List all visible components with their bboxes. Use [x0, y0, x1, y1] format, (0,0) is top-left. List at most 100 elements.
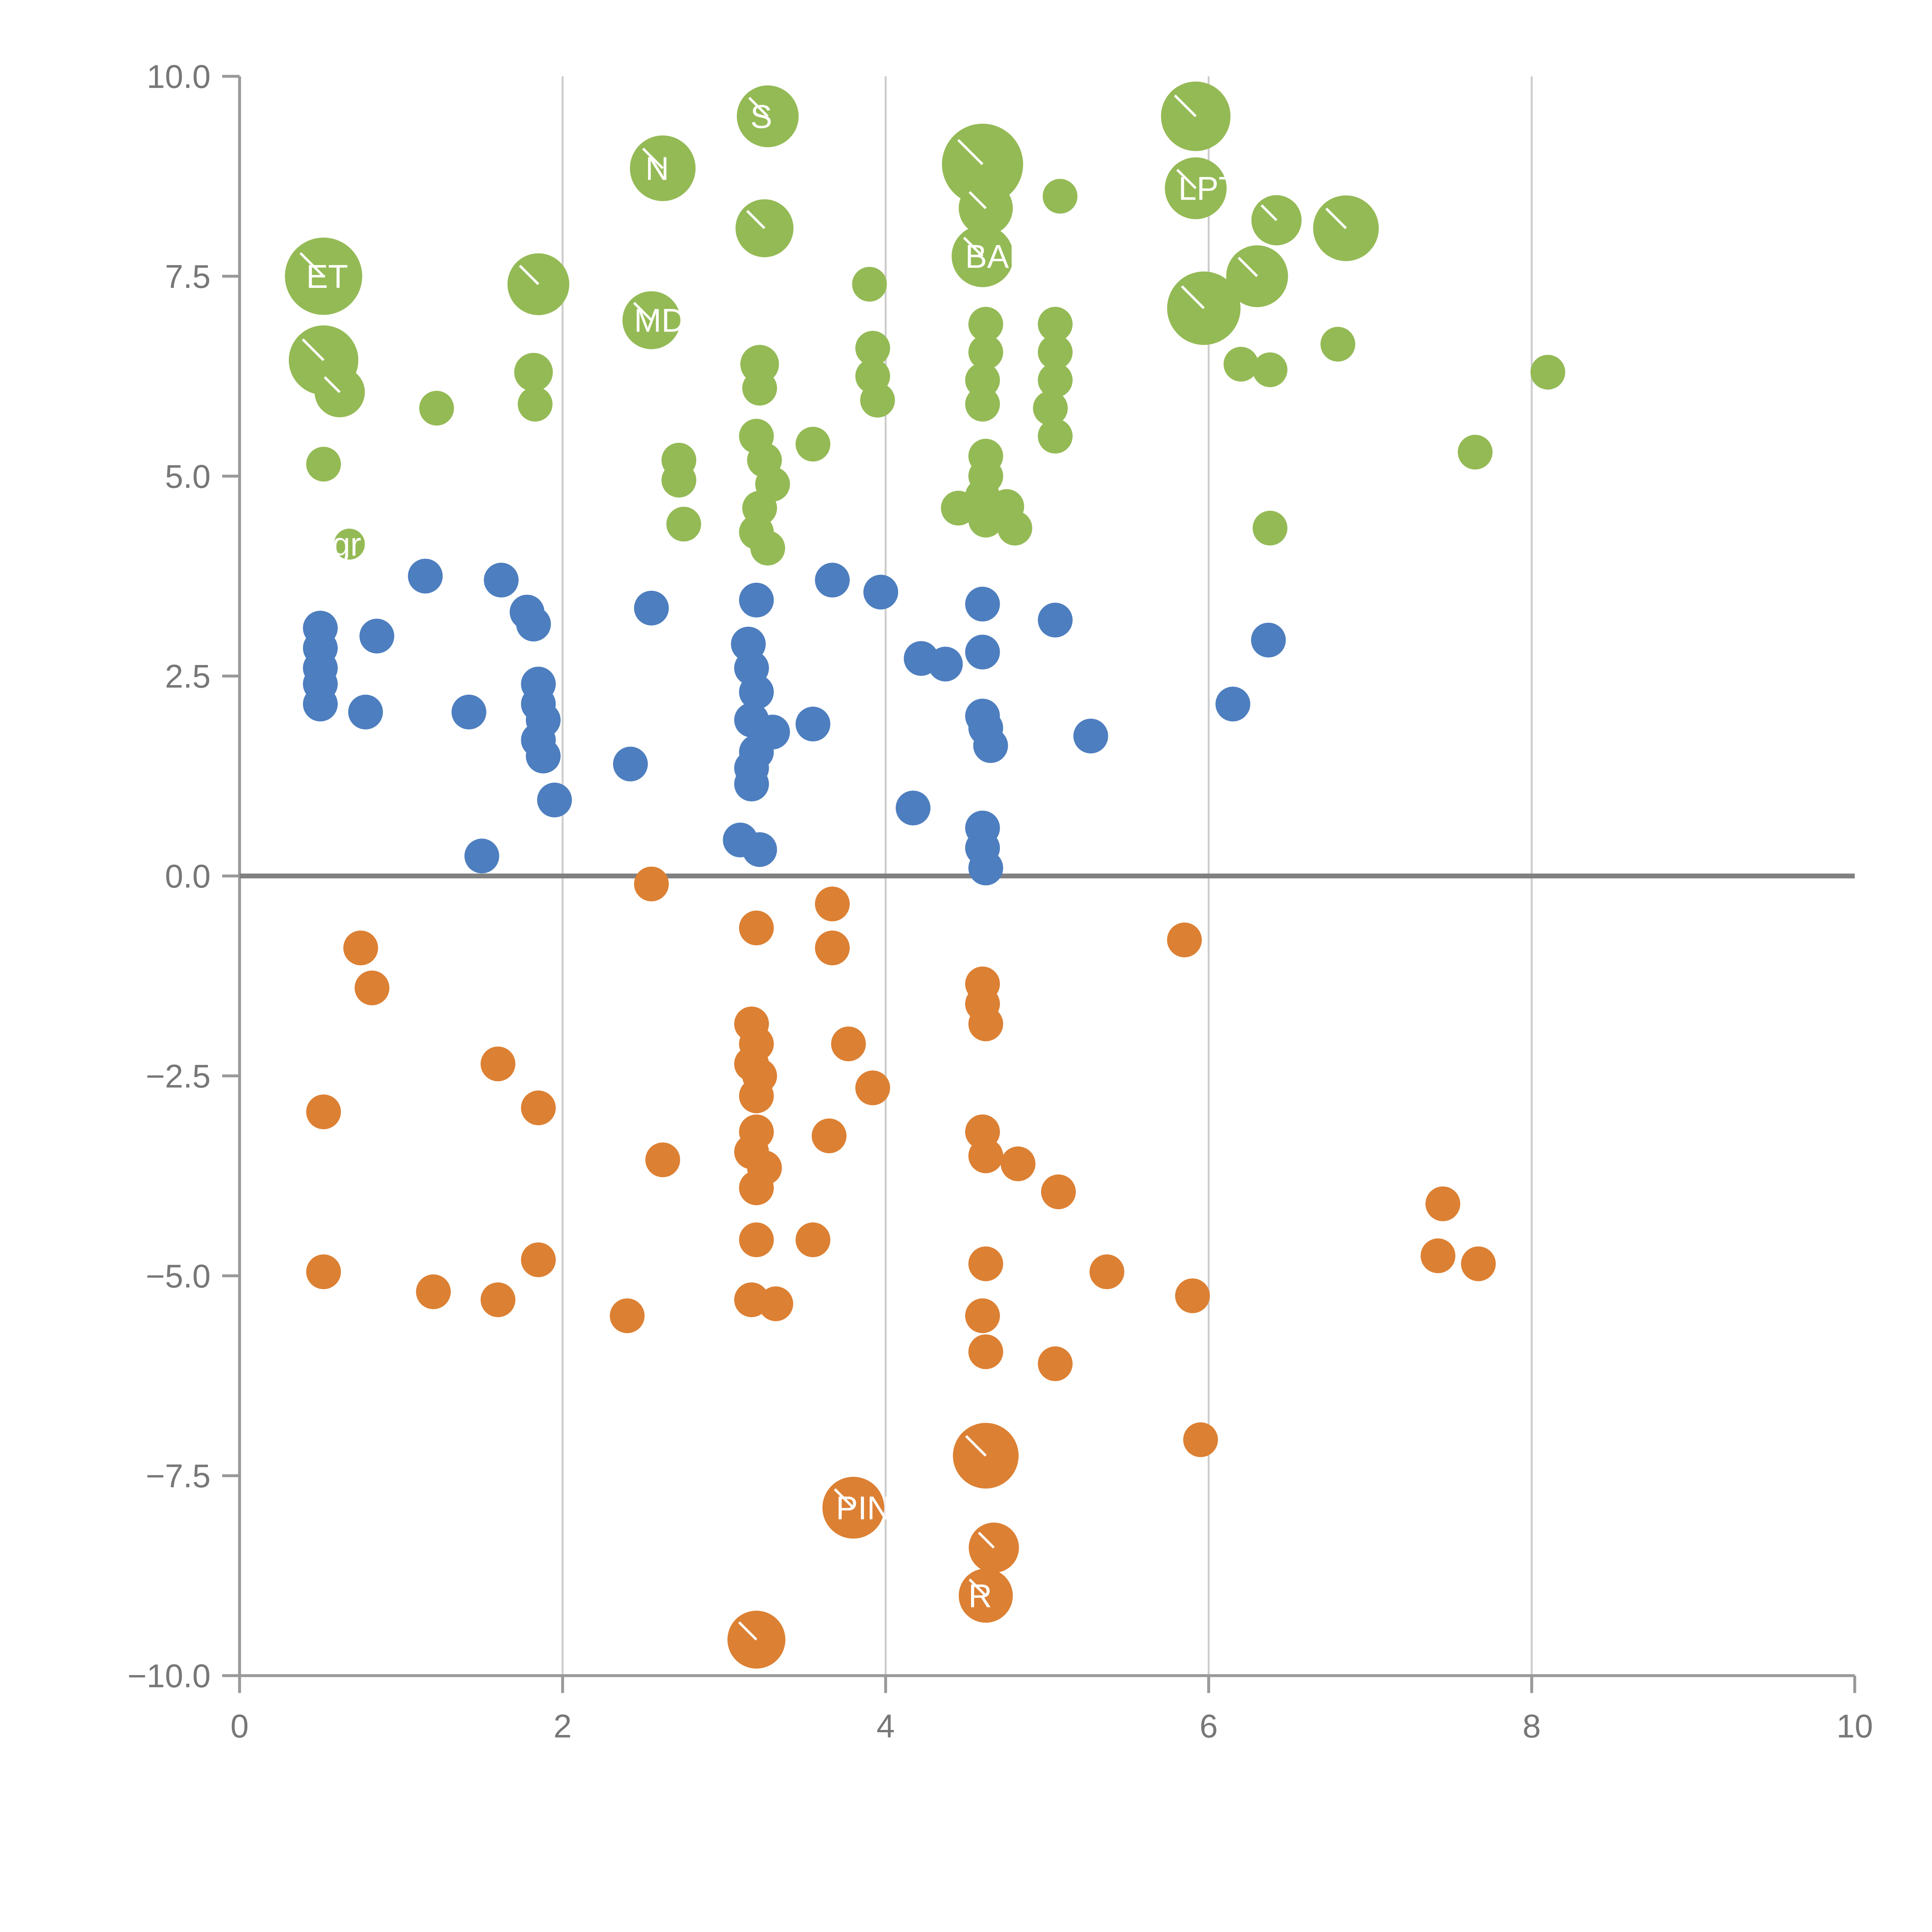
bubble-leader-line	[968, 1578, 987, 1597]
bubble-leader-line	[968, 191, 987, 209]
data-point	[480, 1282, 515, 1317]
data-point	[852, 267, 887, 302]
data-point	[896, 791, 931, 826]
data-point	[739, 1170, 774, 1206]
y-tick-label: 0.0	[165, 858, 211, 895]
data-point	[1530, 355, 1565, 390]
bubble-leader-line	[302, 338, 325, 361]
bubble-leader-line	[299, 252, 325, 277]
data-point	[1425, 1186, 1461, 1221]
y-tick-label: −2.5	[146, 1058, 211, 1095]
data-point	[1183, 1422, 1218, 1457]
data-point	[480, 1046, 515, 1082]
data-point	[408, 558, 443, 594]
bubble-leader-line	[642, 148, 664, 169]
bubble-leader-line	[834, 1488, 854, 1509]
data-point	[1073, 718, 1108, 753]
data-point	[815, 563, 850, 598]
data-point	[860, 383, 895, 418]
bubble-label: S	[750, 99, 772, 135]
bubble-leader-line	[965, 1435, 987, 1457]
data-point	[521, 1090, 556, 1126]
data-point	[613, 747, 648, 782]
bubble-leader-line	[748, 97, 769, 117]
data-point	[1215, 687, 1250, 722]
data-point	[965, 587, 1000, 622]
data-point	[739, 583, 774, 618]
data-point	[1175, 1278, 1210, 1313]
bubble-leader-line	[1238, 257, 1258, 277]
data-point	[306, 1254, 341, 1289]
data-point	[750, 531, 785, 566]
data-point	[1461, 1246, 1496, 1281]
data-point	[739, 675, 774, 710]
data-point	[1041, 1174, 1076, 1209]
data-point	[661, 463, 696, 498]
bubble-label: R	[968, 1578, 992, 1615]
data-point	[739, 910, 774, 946]
data-point	[941, 491, 976, 526]
data-point	[343, 930, 378, 966]
data-point	[815, 930, 850, 966]
y-tick-label: −10.0	[128, 1658, 211, 1695]
data-point	[1252, 352, 1287, 388]
data-point	[739, 1078, 774, 1114]
data-point	[795, 1222, 830, 1257]
y-tick-label: 7.5	[165, 259, 211, 295]
bubble-leader-line	[1174, 94, 1197, 117]
data-point	[1000, 1146, 1036, 1182]
data-point	[354, 970, 389, 1005]
data-point	[416, 1274, 451, 1310]
data-point	[1252, 510, 1287, 546]
data-point	[734, 767, 769, 802]
bubble-label: LPT	[1179, 170, 1239, 207]
bubble-label: ET	[306, 259, 348, 295]
data-point	[815, 886, 850, 922]
data-point	[739, 1222, 774, 1257]
data-point	[634, 866, 669, 901]
bubble-leader-line	[746, 210, 765, 230]
data-point	[419, 391, 454, 426]
bubble-leader-line	[738, 1621, 757, 1641]
data-point	[742, 371, 777, 406]
data-point	[451, 694, 486, 730]
y-tick-label: 2.5	[165, 658, 211, 695]
x-tick-label: 0	[230, 1708, 248, 1745]
x-tick-label: 4	[876, 1708, 895, 1745]
data-point	[1037, 602, 1073, 638]
data-point	[968, 335, 1003, 370]
data-point	[1223, 347, 1259, 382]
y-tick-label: −5.0	[146, 1258, 211, 1295]
data-point	[666, 507, 701, 542]
data-point	[965, 1298, 1000, 1333]
x-tick-label: 8	[1522, 1708, 1541, 1745]
data-point	[965, 386, 1000, 422]
data-point	[831, 1026, 866, 1061]
data-point	[1251, 622, 1286, 658]
data-point	[855, 331, 890, 366]
data-point	[306, 447, 341, 482]
data-point	[521, 1242, 556, 1277]
data-point	[997, 510, 1032, 546]
data-point	[1320, 327, 1355, 362]
bubble-label: gr	[332, 526, 361, 563]
bubble-label: PIN	[836, 1490, 891, 1527]
data-point	[634, 590, 669, 626]
data-point	[334, 529, 365, 560]
data-point	[758, 1286, 793, 1321]
data-point	[795, 706, 830, 742]
bubble-leader-line	[978, 1532, 995, 1549]
data-point	[315, 367, 365, 417]
bubble-leader-line	[633, 302, 653, 321]
data-point	[1167, 922, 1202, 957]
data-point	[516, 607, 551, 642]
data-point	[645, 1142, 680, 1177]
data-point	[928, 646, 963, 682]
bubble-leader-line	[963, 236, 984, 257]
data-point	[855, 1070, 890, 1105]
bubble-leader-line	[1325, 207, 1347, 230]
data-point	[795, 427, 830, 462]
data-point	[968, 307, 1003, 342]
